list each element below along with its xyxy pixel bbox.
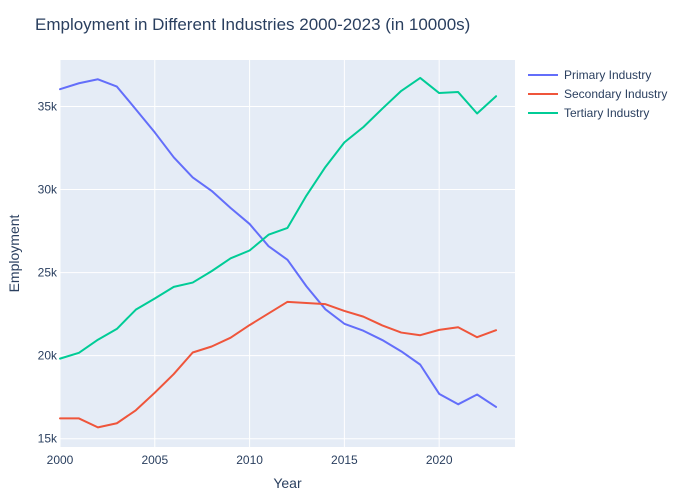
- series-line-secondary-industry: [59, 300, 498, 429]
- x-tick-label: 2005: [141, 453, 168, 467]
- y-tick-label: 25k: [38, 266, 58, 280]
- legend-label-secondary-industry[interactable]: Secondary Industry: [564, 87, 667, 101]
- y-tick-label: 35k: [38, 100, 58, 114]
- y-tick-label: 15k: [38, 432, 58, 446]
- x-tick-label: 2000: [47, 453, 74, 467]
- y-tick-label: 20k: [38, 349, 58, 363]
- y-tick-label: 30k: [38, 183, 58, 197]
- series-line-primary-industry: [59, 78, 498, 408]
- x-tick-label: 2020: [426, 453, 453, 467]
- y-axis-label: Employment: [6, 214, 22, 292]
- legend: Primary Industry Secondary Industry Tertia…: [528, 68, 667, 120]
- grid-lines: [59, 60, 515, 447]
- series-line-tertiary-industry: [59, 76, 498, 360]
- x-tick-label: 2010: [236, 453, 263, 467]
- x-axis-label: Year: [273, 475, 302, 491]
- chart-title: Employment in Different Industries 2000-…: [35, 15, 470, 34]
- plot-area: [60, 60, 515, 447]
- x-tick-label: 2015: [331, 453, 358, 467]
- tick-labels: 2000 2005 2010 2015 2020 15k 20k 25k 30k 35k: [38, 100, 453, 467]
- series-layer: [59, 76, 498, 429]
- legend-label-primary-industry[interactable]: Primary Industry: [564, 68, 651, 82]
- legend-label-tertiary-industry[interactable]: Tertiary Industry: [564, 106, 649, 120]
